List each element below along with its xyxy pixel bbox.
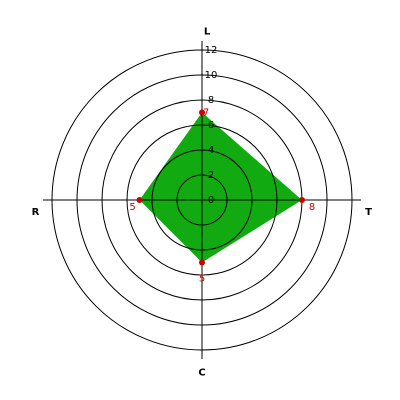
r-tick-label: 6 [208, 120, 214, 131]
radar-area [139, 112, 302, 263]
r-tick-label: 12 [205, 45, 218, 56]
r-tick-label: 0 [208, 195, 214, 206]
data-point [136, 197, 143, 203]
r-tick-label: 4 [208, 145, 214, 156]
r-tick-label: 8 [208, 95, 214, 106]
category-label: C [198, 368, 205, 379]
data-label: 5 [129, 202, 135, 213]
data-label: 5 [199, 274, 205, 285]
data-label: 7 [203, 108, 209, 119]
data-point [199, 109, 205, 116]
data-point [199, 259, 205, 266]
category-label: L [204, 27, 211, 38]
category-label: R [32, 207, 40, 218]
data-point [299, 197, 305, 203]
category-label: T [365, 207, 372, 218]
r-tick-label: 2 [208, 170, 214, 181]
data-label: 8 [309, 202, 315, 213]
r-tick-label: 10 [205, 70, 218, 81]
